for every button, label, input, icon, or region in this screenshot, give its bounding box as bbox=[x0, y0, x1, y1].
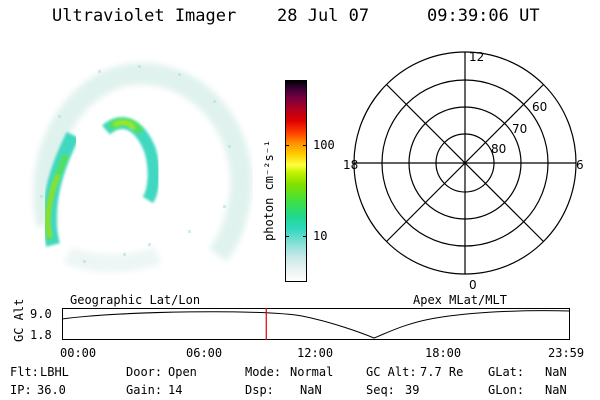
colorbar-tick-label: 100 bbox=[313, 137, 335, 152]
gc-alt-axis-label: GC Alt bbox=[12, 298, 26, 342]
mlt-label-0: 0 bbox=[469, 278, 477, 292]
gain-label: Gain: bbox=[126, 383, 163, 397]
glat-label: GLat: bbox=[488, 365, 525, 379]
mode-value: Normal bbox=[290, 365, 334, 379]
colorbar-tick-label: 10 bbox=[313, 228, 328, 243]
mlt-label-18: 18 bbox=[343, 158, 358, 172]
x-label-1200: 12:00 bbox=[297, 346, 334, 360]
apex-title: Apex MLat/MLT bbox=[413, 293, 507, 307]
ip-value: 36.0 bbox=[37, 383, 66, 397]
dsp-value: NaN bbox=[300, 383, 322, 397]
x-label-0000: 00:00 bbox=[60, 346, 97, 360]
door-label: Door: bbox=[126, 365, 163, 379]
dsp-label: Dsp: bbox=[245, 383, 274, 397]
altitude-curve-plot bbox=[62, 308, 570, 340]
flt-label: Flt: bbox=[10, 365, 39, 379]
glon-value: NaN bbox=[545, 383, 567, 397]
altitude-timeline bbox=[62, 308, 570, 340]
seq-value: 39 bbox=[405, 383, 420, 397]
colorbar-tick-mark bbox=[303, 235, 307, 237]
glat-value: NaN bbox=[545, 365, 567, 379]
mlat-label-80: 80 bbox=[491, 142, 506, 156]
x-label-2359: 23:59 bbox=[548, 346, 585, 360]
glon-label: GLon: bbox=[488, 383, 525, 397]
flt-value: LBHL bbox=[40, 365, 69, 379]
door-value: Open bbox=[168, 365, 197, 379]
color-scale-bar bbox=[285, 80, 307, 282]
mlat-label-70: 70 bbox=[512, 122, 527, 136]
colorbar-tick-mark bbox=[303, 144, 307, 146]
mode-label: Mode: bbox=[245, 365, 282, 379]
time-label: 09:39:06 UT bbox=[427, 6, 540, 26]
y-label-max: 9.0 bbox=[30, 307, 52, 321]
x-label-0600: 06:00 bbox=[186, 346, 223, 360]
seq-label: Seq: bbox=[366, 383, 395, 397]
mlt-label-12: 12 bbox=[469, 50, 484, 64]
polar-grid-plot: 12 18 6 0 60 70 80 bbox=[343, 50, 584, 292]
colorbar-tick-mark bbox=[285, 144, 289, 146]
geographic-title: Geographic Lat/Lon bbox=[70, 293, 201, 307]
colorbar-title: photon cm⁻²s⁻¹ bbox=[262, 139, 276, 241]
y-label-min: 1.8 bbox=[30, 328, 52, 342]
date-label: 28 Jul 07 bbox=[277, 6, 370, 26]
altitude-curve bbox=[62, 310, 570, 339]
x-label-1800: 18:00 bbox=[425, 346, 462, 360]
gain-value: 14 bbox=[168, 383, 183, 397]
colorbar-tick-mark bbox=[285, 235, 289, 237]
aurora-image bbox=[33, 62, 253, 273]
gcalt-label: GC Alt: bbox=[366, 365, 417, 379]
gcalt-value: 7.7 Re bbox=[420, 365, 464, 379]
mlt-label-6: 6 bbox=[576, 158, 584, 172]
mlat-label-60: 60 bbox=[532, 100, 547, 114]
ip-label: IP: bbox=[10, 383, 32, 397]
instrument-title: Ultraviolet Imager bbox=[52, 6, 237, 26]
